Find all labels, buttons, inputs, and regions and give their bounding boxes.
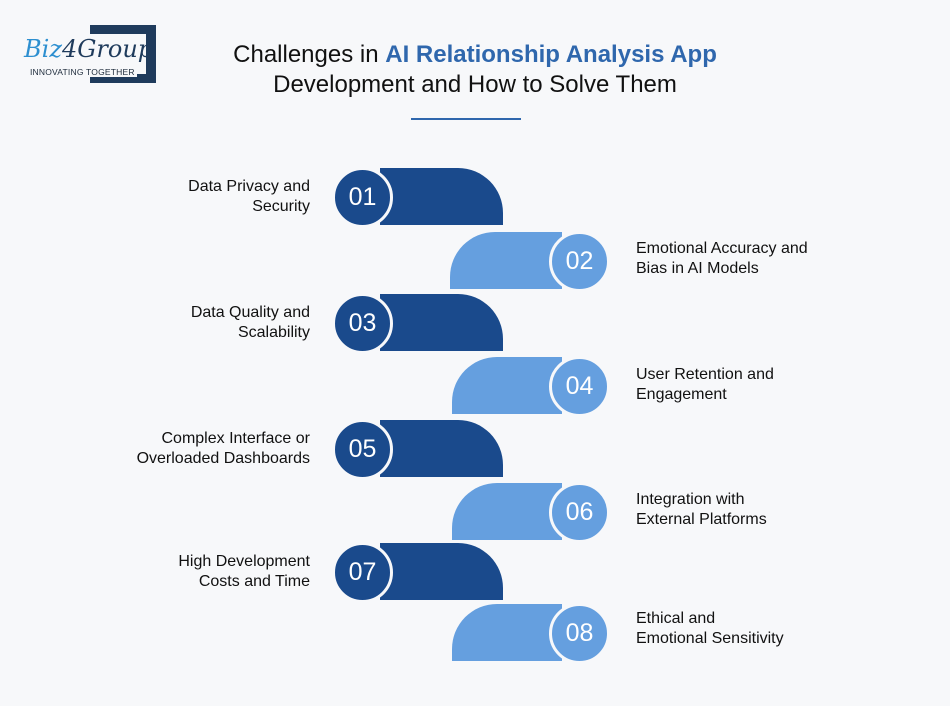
logo-tagline: INNOVATING TOGETHER [30,67,137,77]
label-line1: User Retention and [636,366,774,383]
challenge-label: Ethical and Emotional Sensitivity [636,609,784,649]
light-bar [452,357,562,414]
label-line2: Costs and Time [198,573,310,590]
title-prefix: Challenges in [233,41,386,68]
challenge-item-03: Data Quality and Scalability 03 [0,293,950,354]
label-line1: Data Quality and [190,304,310,321]
page-title: Challenges in AI Relationship Analysis A… [180,40,770,100]
challenge-item-04: 04 User Retention and Engagement [0,356,950,417]
label-line2: Scalability [237,324,310,341]
dark-bar [380,168,503,225]
number-badge: 04 [549,356,610,417]
dark-bar [380,543,503,600]
label-line1: High Development [178,553,310,570]
bizgroup-logo: Biz4Group INNOVATING TOGETHER [24,25,156,83]
number-badge: 06 [549,482,610,543]
challenge-label: Data Privacy and Security [188,177,310,217]
number-badge: 07 [332,542,393,603]
challenge-label: High Development Costs and Time [178,552,310,592]
challenge-item-07: High Development Costs and Time 07 [0,542,950,603]
dark-bar [380,420,503,477]
title-line2: Development and How to Solve Them [273,71,677,98]
label-line2: Bias in AI Models [636,260,759,277]
challenge-item-05: Complex Interface or Overloaded Dashboard… [0,419,950,480]
label-line2: Overloaded Dashboards [136,450,310,467]
light-bar [452,604,562,661]
label-line2: Engagement [636,386,727,403]
light-bar [450,232,562,289]
challenge-label: User Retention and Engagement [636,365,774,405]
label-line1: Ethical and [636,610,716,627]
light-bar [452,483,562,540]
challenge-label: Complex Interface or Overloaded Dashboard… [137,429,310,469]
challenge-item-02: 02 Emotional Accuracy and Bias in AI Mode… [0,231,950,292]
number-badge: 08 [549,603,610,664]
challenge-label: Emotional Accuracy and Bias in AI Models [636,239,808,279]
challenge-label: Data Quality and Scalability [191,303,310,343]
title-highlight: AI Relationship Analysis App [385,41,717,68]
dark-bar [380,294,503,351]
logo-brand-part2: 4Group [61,35,154,63]
label-line1: Complex Interface or [161,430,310,447]
challenge-label: Integration with External Platforms [636,490,767,530]
challenge-item-08: 08 Ethical and Emotional Sensitivity [0,603,950,664]
label-line2: Security [252,198,310,215]
label-line2: Emotional Sensitivity [636,630,784,647]
title-underline [411,118,521,120]
label-line1: Data Privacy and [188,178,310,195]
challenge-item-01: Data Privacy and Security 01 [0,167,950,228]
number-badge: 02 [549,231,610,292]
number-badge: 03 [332,293,393,354]
logo-brand-part1: Biz [24,35,62,63]
number-badge: 01 [332,167,393,228]
number-badge: 05 [332,419,393,480]
label-line2: External Platforms [636,511,767,528]
label-line1: Emotional Accuracy and [636,240,808,257]
label-line1: Integration with [636,491,745,508]
logo-wordmark: Biz4Group [24,35,153,63]
challenge-item-06: 06 Integration with External Platforms [0,482,950,543]
